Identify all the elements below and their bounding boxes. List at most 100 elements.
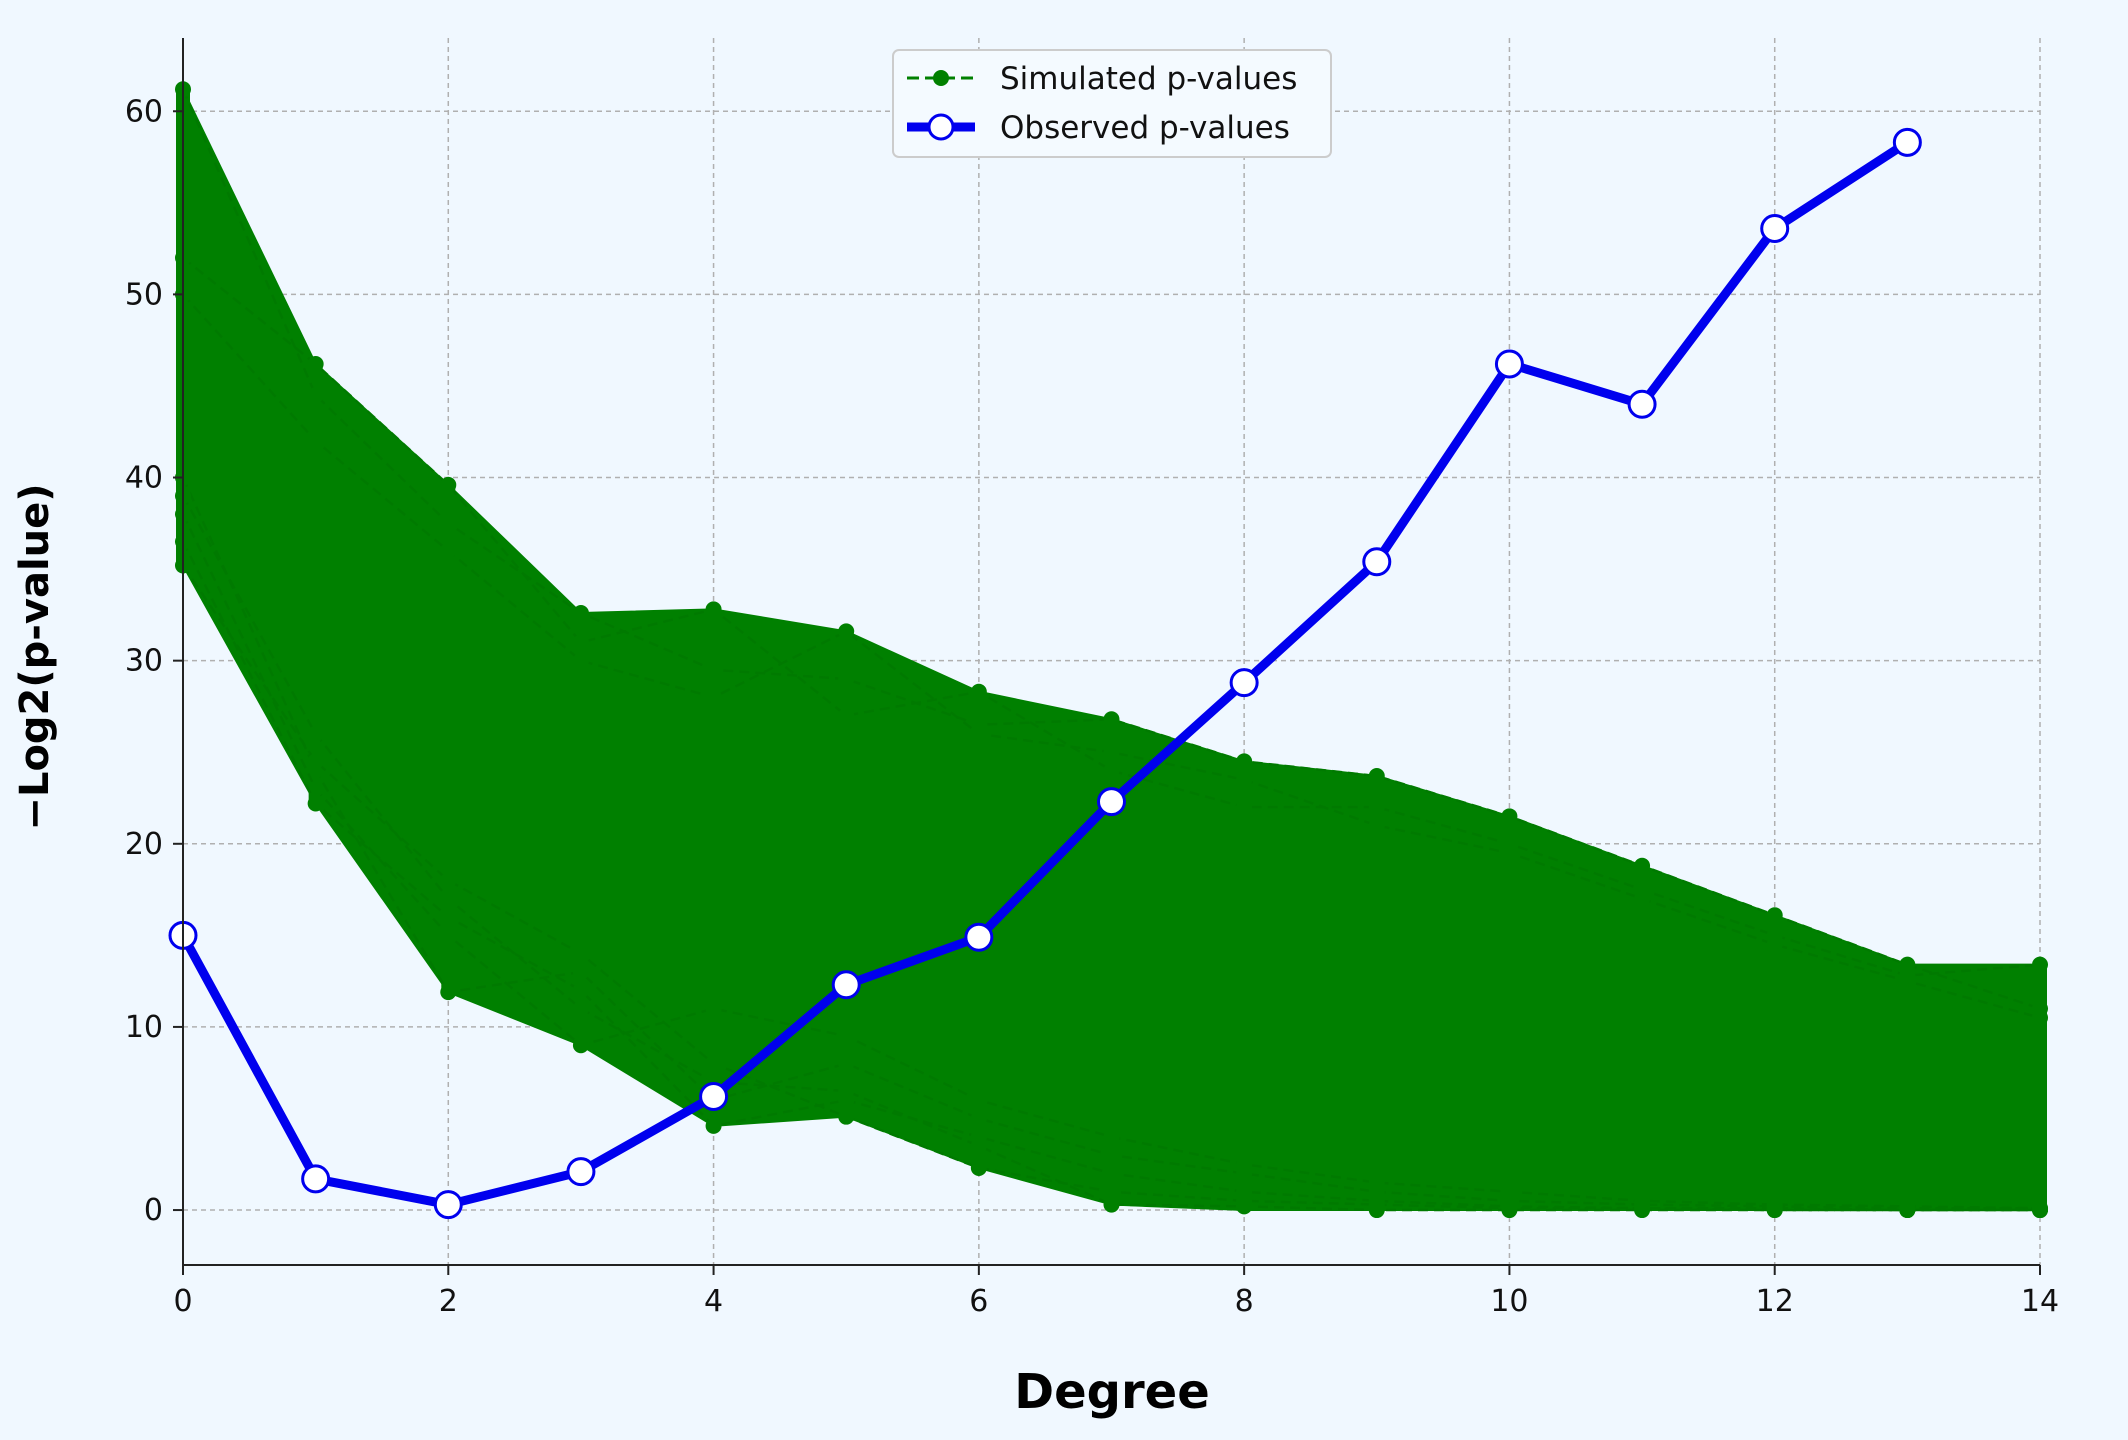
simulated-point	[1103, 1147, 1120, 1164]
simulated-point	[970, 1159, 987, 1176]
simulated-point	[705, 1000, 722, 1017]
observed-point	[1362, 547, 1392, 577]
simulated-point	[572, 1000, 589, 1017]
x-axis-title: Degree	[1014, 1364, 1210, 1420]
simulated-point	[440, 890, 457, 907]
simulated-point	[1368, 1202, 1385, 1219]
y-tick-label: 50	[125, 277, 163, 312]
simulated-point	[1766, 936, 1783, 953]
x-tick-label: 6	[969, 1284, 988, 1319]
simulated-point	[970, 1092, 987, 1109]
simulated-point	[1634, 857, 1651, 874]
simulated-point	[572, 963, 589, 980]
simulated-point	[1501, 844, 1518, 861]
y-axis-title: −Log2(p-value)	[12, 483, 58, 830]
observed-point	[1892, 127, 1922, 157]
observed-point	[1627, 389, 1657, 419]
simulated-point	[440, 927, 457, 944]
simulated-point	[970, 1137, 987, 1154]
simulated-point	[1899, 1202, 1916, 1219]
legend: Simulated p-values Observed p-values	[892, 49, 1332, 158]
simulated-point	[838, 1055, 855, 1072]
simulated-point	[440, 872, 457, 889]
simulated-point	[440, 515, 457, 532]
simulated-point	[572, 605, 589, 622]
simulated-point	[1236, 753, 1253, 770]
simulated-point	[2032, 1009, 2048, 1026]
simulated-point	[572, 945, 589, 962]
simulated-point	[307, 355, 324, 372]
axes	[182, 38, 2040, 1266]
x-tick-label: 2	[439, 1284, 458, 1319]
simulated-point	[705, 661, 722, 678]
simulated-point	[440, 476, 457, 493]
simulated-point	[705, 1117, 722, 1134]
observed-point	[433, 1190, 463, 1220]
simulated-point	[1236, 1198, 1253, 1215]
y-tick-label: 10	[125, 1010, 163, 1045]
simulated-point	[307, 795, 324, 812]
simulated-point	[307, 780, 324, 797]
observed-point	[1494, 349, 1524, 379]
simulated-point	[1766, 1202, 1783, 1219]
simulated-point	[440, 542, 457, 559]
simulated-series	[175, 81, 2048, 1219]
y-tick-label: 30	[125, 644, 163, 679]
simulated-point	[1368, 768, 1385, 785]
observed-point	[1229, 668, 1259, 698]
simulated-point	[838, 1108, 855, 1125]
simulated-point	[1103, 1128, 1120, 1145]
legend-observed-label: Observed p-values	[1000, 110, 1290, 146]
simulated-point	[1368, 817, 1385, 834]
simulated-point	[1634, 890, 1651, 907]
simulated-point	[2032, 1202, 2048, 1219]
simulated-point	[838, 1083, 855, 1100]
simulated-run-line	[181, 495, 2040, 1212]
simulated-point	[838, 1028, 855, 1045]
simulated-point	[1501, 808, 1518, 825]
simulated-point	[1899, 973, 1916, 990]
y-tick-label: 60	[125, 94, 163, 129]
y-tick-label: 40	[125, 461, 163, 496]
simulated-point	[1899, 956, 1916, 973]
x-tick-label: 0	[173, 1284, 192, 1319]
simulated-point	[705, 601, 722, 618]
y-tick-label: 0	[144, 1193, 163, 1228]
simulated-point	[1236, 771, 1253, 788]
simulated-point	[1103, 1165, 1120, 1182]
x-tick-label: 8	[1235, 1284, 1254, 1319]
simulated-point	[307, 387, 324, 404]
observed-point	[964, 922, 994, 952]
simulated-point	[1766, 907, 1783, 924]
observed-point	[301, 1164, 331, 1194]
observed-point	[831, 970, 861, 1000]
simulated-point	[572, 652, 589, 669]
legend-box	[892, 49, 1332, 158]
simulated-point	[705, 689, 722, 706]
simulated-run-line	[182, 256, 2041, 977]
simulated-point	[307, 432, 324, 449]
observed-point	[1760, 213, 1790, 243]
simulated-point	[572, 1037, 589, 1054]
observed-point	[1097, 787, 1126, 817]
legend-simulated-swatch-marker	[933, 70, 949, 86]
observed-line	[178, 137, 1912, 1210]
simulated-point	[1236, 799, 1253, 816]
simulated-point	[1103, 1196, 1120, 1213]
simulated-point	[1103, 1183, 1120, 1200]
simulated-point	[838, 623, 855, 640]
simulated-point	[1236, 1156, 1253, 1173]
observed-point	[566, 1157, 596, 1187]
ticks: 0 2 4 6 8 10 12 14 0 10 20 30 40 50 60	[125, 94, 2059, 1319]
y-tick-label: 20	[125, 827, 163, 862]
simulated-point	[970, 725, 987, 742]
simulated-point	[1103, 711, 1120, 728]
x-tick-label: 10	[1490, 1284, 1528, 1319]
simulated-point	[2032, 956, 2048, 973]
x-tick-label: 14	[2021, 1284, 2059, 1319]
simulated-point	[970, 683, 987, 700]
simulated-point	[970, 1110, 987, 1127]
simulated-point	[1368, 799, 1385, 816]
simulated-run-line	[181, 88, 2041, 1010]
